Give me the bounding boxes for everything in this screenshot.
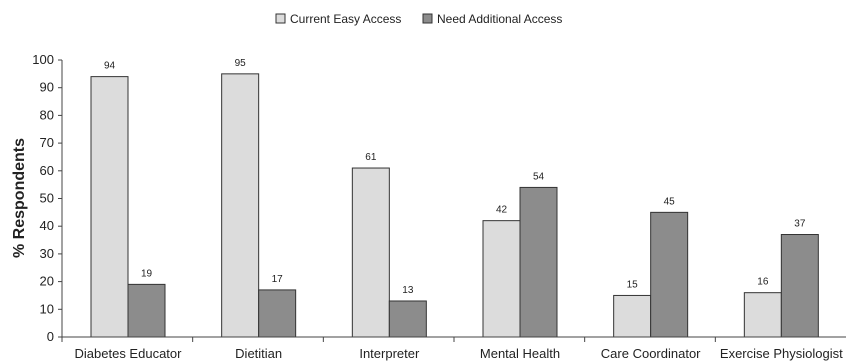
y-tick-label: 0 xyxy=(47,329,54,344)
y-tick-label: 10 xyxy=(40,301,54,316)
y-axis: 0 10 20 30 40 50 60 70 80 90 100 xyxy=(32,52,63,344)
y-tick-label: 50 xyxy=(40,191,54,206)
legend-label: Need Additional Access xyxy=(437,12,562,26)
y-tick-label: 40 xyxy=(40,218,54,233)
bar-group-dietitian: 95 17 xyxy=(221,58,297,338)
y-tick-label: 60 xyxy=(40,163,54,178)
data-label: 19 xyxy=(141,268,153,279)
bar-current-easy-access-care-coordinator xyxy=(613,294,652,338)
legend-label: Current Easy Access xyxy=(290,12,401,26)
x-tick-label: Diabetes Educator xyxy=(75,346,183,361)
data-label: 94 xyxy=(104,61,116,72)
y-tick-label: 70 xyxy=(40,135,54,150)
bar-need-additional-access-dietitian xyxy=(258,289,297,338)
legend: Current Easy Access Need Additional Acces… xyxy=(275,12,562,26)
data-label: 61 xyxy=(365,152,377,163)
x-axis: Diabetes Educator Dietitian Interpreter Men… xyxy=(61,336,846,361)
bar-current-easy-access-mental-health xyxy=(482,220,521,338)
legend-item-current-easy-access: Current Easy Access xyxy=(275,12,401,26)
y-tick-label: 30 xyxy=(40,246,54,261)
data-label: 54 xyxy=(533,171,545,182)
x-tick-label: Interpreter xyxy=(359,346,420,361)
legend-item-need-additional-access: Need Additional Access xyxy=(422,12,562,26)
x-tick-label: Dietitian xyxy=(235,346,282,361)
x-tick-label: Mental Health xyxy=(480,346,560,361)
bar-need-additional-access-care-coordinator xyxy=(650,211,689,338)
legend-swatch xyxy=(275,13,286,24)
data-label: 95 xyxy=(235,58,247,69)
y-tick-label: 100 xyxy=(32,52,54,67)
data-label: 17 xyxy=(272,274,284,285)
bar-group-mental-health: 42 54 xyxy=(482,171,558,338)
x-tick-label: Care Coordinator xyxy=(601,346,701,361)
y-tick-label: 90 xyxy=(40,80,54,95)
bar-current-easy-access-interpreter xyxy=(351,167,390,338)
x-tick-label: Exercise Physiologist xyxy=(720,346,843,361)
bar-need-additional-access-interpreter xyxy=(388,300,427,338)
data-label: 13 xyxy=(402,285,414,296)
y-tick-label: 20 xyxy=(40,274,54,289)
y-tick-label: 80 xyxy=(40,107,54,122)
bar-current-easy-access-diabetes-educator xyxy=(90,76,129,338)
data-label: 15 xyxy=(627,279,639,290)
bar-need-additional-access-exercise-physiologist xyxy=(780,234,819,338)
bar-current-easy-access-dietitian xyxy=(221,73,260,338)
data-label: 45 xyxy=(664,196,676,207)
bar-need-additional-access-diabetes-educator xyxy=(127,283,166,338)
legend-swatch xyxy=(422,13,433,24)
y-axis-label: % Respondents xyxy=(11,138,28,258)
bar-group-diabetes-educator: 94 19 xyxy=(90,61,166,338)
bar-group-interpreter: 61 13 xyxy=(351,152,427,338)
data-label: 37 xyxy=(794,219,806,230)
bar-need-additional-access-mental-health xyxy=(519,186,558,338)
data-label: 42 xyxy=(496,205,508,216)
bar-current-easy-access-exercise-physiologist xyxy=(743,292,782,338)
data-label: 16 xyxy=(757,277,769,288)
